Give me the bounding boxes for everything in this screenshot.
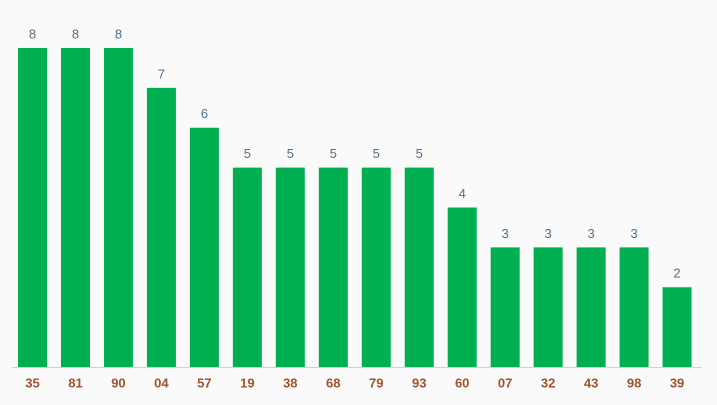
value-label: 8 [115,26,122,41]
value-label: 4 [459,186,466,201]
value-label: 5 [330,146,337,161]
x-tick-label: 90 [111,375,125,390]
bar [576,247,606,367]
x-tick-label: 93 [412,375,426,390]
bar [103,48,133,367]
x-tick-label: 68 [326,375,340,390]
value-label: 5 [416,146,423,161]
value-label: 6 [201,106,208,121]
x-tick-label: 60 [455,375,469,390]
value-label: 8 [29,26,36,41]
bar [447,207,477,367]
bar [60,48,90,367]
x-tick-label: 38 [283,375,297,390]
value-label: 5 [244,146,251,161]
bar [533,247,563,367]
bar [232,167,262,367]
x-tick-label: 98 [627,375,641,390]
bar [18,48,47,367]
value-label: 8 [72,26,79,41]
x-tick-label: 57 [197,375,211,390]
bar [619,247,649,367]
value-label: 5 [287,146,294,161]
bar [361,167,391,367]
x-tick-label: 35 [25,375,39,390]
x-tick-label: 81 [68,375,82,390]
value-label: 3 [502,226,509,241]
value-label: 7 [158,66,165,81]
bar [318,167,348,367]
x-tick-label: 32 [541,375,555,390]
bar [490,247,520,367]
value-label: 5 [373,146,380,161]
x-tick-label: 39 [670,375,684,390]
value-label: 3 [545,226,552,241]
x-tick-label: 43 [584,375,598,390]
value-label: 3 [587,226,594,241]
bar [189,127,219,367]
x-tick-label: 19 [240,375,254,390]
x-tick-label: 07 [498,375,512,390]
x-tick-label: 79 [369,375,383,390]
bar [662,287,692,367]
x-tick-label: 04 [154,375,169,390]
bar [146,87,176,367]
value-label: 3 [630,226,637,241]
bar [404,167,434,367]
bar [275,167,305,367]
value-label: 2 [673,266,680,281]
